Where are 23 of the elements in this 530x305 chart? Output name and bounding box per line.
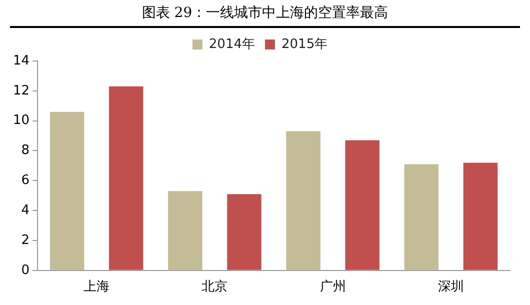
bar — [227, 194, 262, 270]
legend-label: 2014年 — [208, 36, 256, 52]
chart-title: 图表 29：一线城市中上海的空置率最高 — [10, 4, 520, 28]
bar — [168, 191, 202, 270]
bar — [109, 86, 144, 270]
x-tick-label: 深圳 — [438, 280, 464, 295]
bar — [286, 131, 320, 270]
legend-label: 2015年 — [282, 36, 328, 52]
y-tick-label: 8 — [21, 143, 30, 158]
bar — [404, 164, 439, 270]
y-tick-label: 14 — [12, 53, 30, 68]
y-tick-label: 10 — [12, 113, 30, 128]
y-tick-label: 12 — [12, 83, 30, 98]
y-tick-label: 2 — [21, 232, 30, 248]
bar — [50, 112, 84, 270]
x-tick-label: 上海 — [84, 280, 110, 295]
y-tick-label: 0 — [21, 262, 30, 278]
bar — [463, 162, 498, 270]
y-tick-label: 6 — [21, 173, 30, 188]
x-tick-label: 广州 — [320, 280, 346, 295]
y-tick-label: 4 — [21, 202, 30, 218]
x-tick-label: 北京 — [202, 280, 228, 295]
bar — [345, 140, 380, 270]
